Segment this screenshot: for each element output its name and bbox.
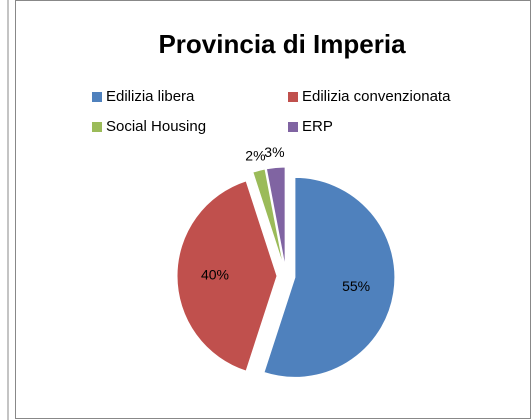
data-label: 55% [342, 278, 370, 294]
legend-swatch [92, 92, 102, 102]
chart-title: Provincia di Imperia [158, 29, 406, 59]
legend-label: Social Housing [106, 118, 206, 135]
pie-slice [263, 176, 396, 378]
pie-slice [176, 180, 278, 372]
legend-label: Edilizia libera [106, 88, 195, 105]
data-label: 2% [245, 148, 265, 164]
data-label: 40% [201, 267, 229, 283]
pie-slice [252, 168, 285, 268]
legend-swatch [288, 92, 298, 102]
legend-label: Edilizia convenzionata [302, 88, 451, 105]
legend-swatch [288, 122, 298, 132]
legend-label: ERP [302, 118, 333, 135]
legend-swatch [92, 122, 102, 132]
pie-slice [265, 166, 286, 268]
data-label: 3% [264, 144, 284, 160]
